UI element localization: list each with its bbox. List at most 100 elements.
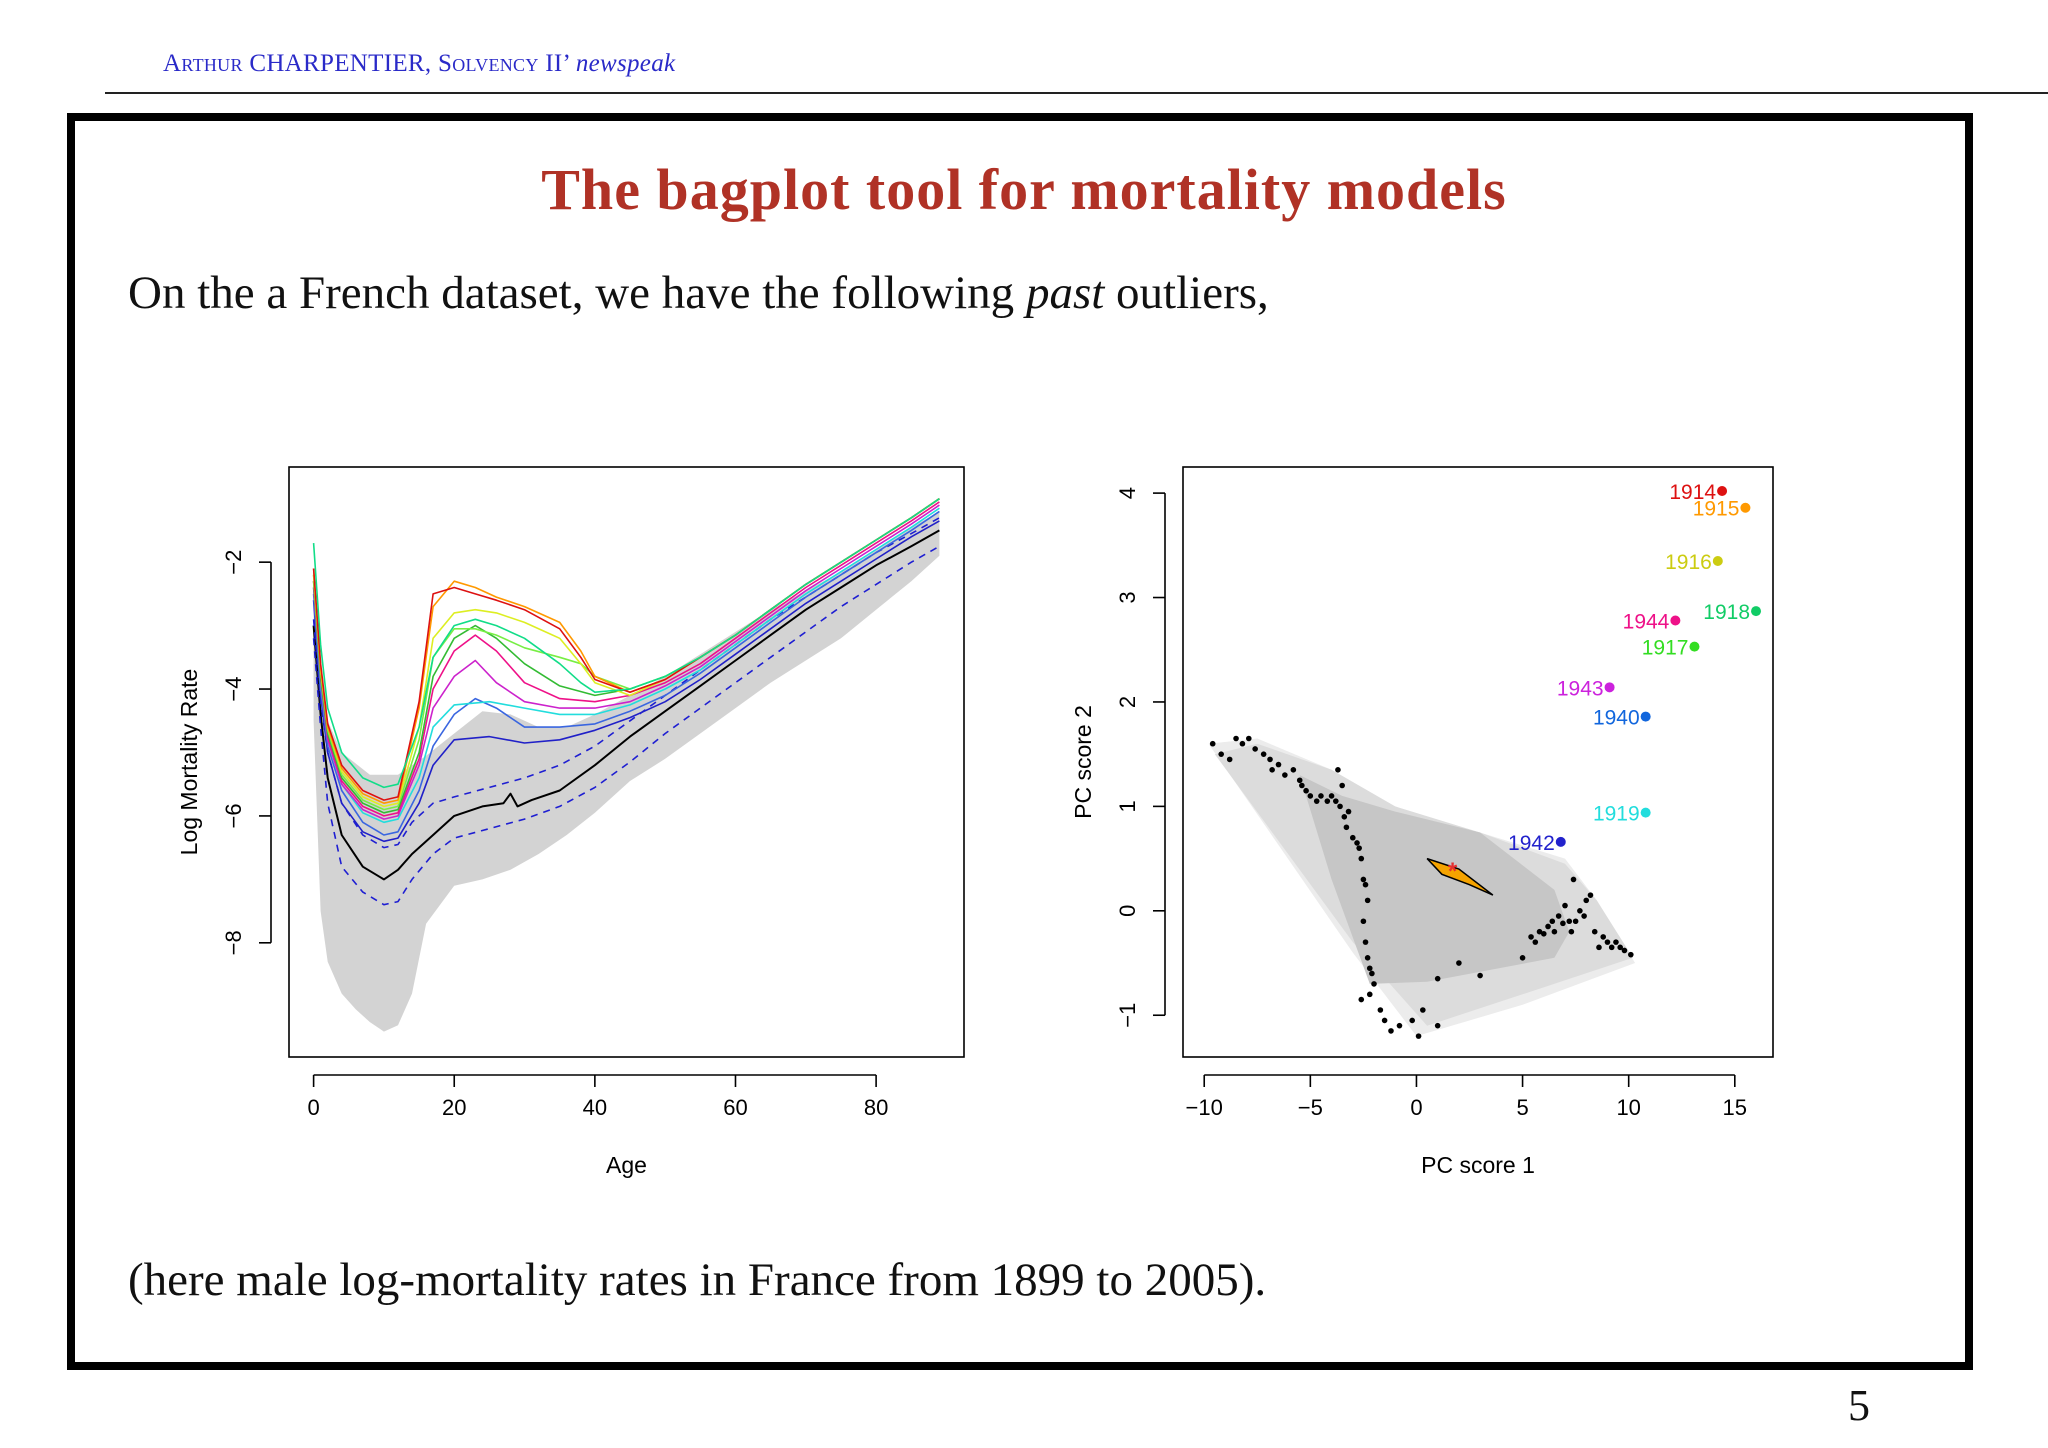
scatter-point (1296, 777, 1303, 784)
intro-text: On the a French dataset, we have the fol… (128, 266, 1269, 320)
bagplot-x-tick-label: 15 (1723, 1095, 1747, 1120)
scatter-point (1328, 793, 1335, 799)
scatter-point (1218, 751, 1225, 757)
bagplot-median-region (1426, 857, 1494, 896)
scatter-point (1362, 881, 1369, 888)
bagplot-y-tick-label: 0 (1115, 905, 1140, 917)
scatter-point (1434, 1022, 1441, 1029)
scatter-point (1290, 767, 1297, 773)
bagplot-x-tick-label: −5 (1298, 1095, 1323, 1120)
bagplot-plot-border (1182, 466, 1774, 1058)
bagplot-x-tick-label: −10 (1186, 1095, 1223, 1120)
outlier-point (1689, 641, 1700, 652)
scatter-point (1577, 908, 1583, 914)
outlier-point (1740, 502, 1751, 513)
scatter-point (1354, 840, 1360, 846)
scatter-point (1396, 1022, 1403, 1029)
scatter-point (1339, 782, 1345, 789)
header-rule (105, 92, 2048, 94)
scatter-point (1560, 920, 1566, 927)
scatter-point (1532, 939, 1539, 945)
bagplot-y-tick-label: −1 (1115, 1003, 1140, 1028)
outlier-label: 1915 (1693, 498, 1740, 521)
scatter-point (1366, 991, 1373, 998)
scatter-point (1566, 918, 1573, 925)
scatter-point (1587, 892, 1594, 898)
outlier-label: 1914 (1669, 481, 1716, 504)
series-line-6 (312, 504, 940, 820)
fbag-y-tick-label: −4 (221, 676, 246, 701)
outlier-label: 1940 (1593, 707, 1640, 730)
fbag-x-tick-label: 80 (864, 1095, 888, 1120)
scatter-point (1343, 824, 1350, 831)
fbag-x-tick-label: 0 (307, 1095, 319, 1120)
bagplot-x-tick-label: 5 (1516, 1095, 1528, 1120)
intro-italic: past (1025, 267, 1105, 319)
series-line-4 (312, 510, 940, 836)
scatter-point (1628, 951, 1634, 958)
scatter-point (1358, 996, 1365, 1003)
fbag-band (313, 511, 940, 1032)
series-line-0 (312, 529, 940, 881)
series-line-1 (312, 545, 940, 906)
slide-title: The bagplot tool for mortality models (541, 157, 1507, 222)
scatter-point (1269, 767, 1275, 773)
bagplot-median-marker: * (1448, 858, 1458, 885)
scatter-point (1596, 944, 1602, 951)
fbag-x-tick-label: 60 (723, 1095, 747, 1120)
outlier-point (1670, 615, 1681, 626)
scatter-point (1209, 740, 1216, 747)
scatter-point (1267, 756, 1273, 763)
outlier-point (1751, 606, 1762, 617)
scatter-point (1377, 1007, 1384, 1013)
scatter-point (1313, 798, 1320, 804)
fbag-plot-border (288, 466, 965, 1058)
scatter-point (1360, 876, 1367, 883)
scatter-point (1303, 787, 1309, 794)
scatter-point (1364, 897, 1371, 904)
scatter-point (1570, 876, 1577, 883)
bagplot-y-tick-label: 2 (1115, 696, 1140, 708)
scatter-point (1555, 913, 1562, 919)
scatter-point (1583, 897, 1590, 904)
bagplot-bag (1299, 775, 1570, 984)
scatter-point (1617, 944, 1623, 951)
scatter-point (1540, 930, 1547, 937)
author-name: Arthur (163, 50, 243, 77)
scatter-point (1562, 902, 1568, 909)
fbag-y-tick-label: −8 (221, 930, 246, 955)
series-line-5 (312, 507, 940, 824)
scatter-point (1318, 793, 1324, 799)
page-number: 5 (1848, 1381, 1870, 1430)
outlier-label: 1919 (1593, 803, 1640, 826)
scatter-point (1337, 803, 1343, 810)
course-prefix: Solvency (438, 50, 539, 77)
scatter-point (1226, 756, 1233, 763)
scatter-point (1549, 918, 1556, 925)
scatter-point (1333, 798, 1339, 804)
scatter-point (1604, 939, 1611, 945)
outlier-point (1640, 711, 1651, 722)
outlier-point (1604, 682, 1615, 693)
scatter-point (1621, 947, 1628, 954)
bagplot-x-tick-label: 0 (1410, 1095, 1422, 1120)
scatter-point (1600, 934, 1607, 940)
scatter-point (1239, 740, 1246, 747)
scatter-point (1324, 798, 1331, 804)
scatter-point (1608, 944, 1615, 951)
fbag-y-tick-label: −6 (221, 803, 246, 828)
scatter-point (1568, 928, 1575, 935)
scatter-point (1307, 793, 1314, 799)
scatter-point (1349, 834, 1356, 841)
series-line-3 (312, 520, 940, 843)
slide-frame (67, 113, 1973, 1370)
bagplot-x-tick-label: 10 (1616, 1095, 1640, 1120)
scatter-point (1456, 960, 1462, 966)
outlier-point (1717, 486, 1728, 497)
bagplot-y-tick-label: 4 (1115, 487, 1140, 499)
course-italic: newspeak (575, 50, 676, 77)
outlier-point (1555, 836, 1566, 847)
fbag-x-axis-label: Age (606, 1152, 647, 1178)
scatter-point (1581, 913, 1587, 919)
